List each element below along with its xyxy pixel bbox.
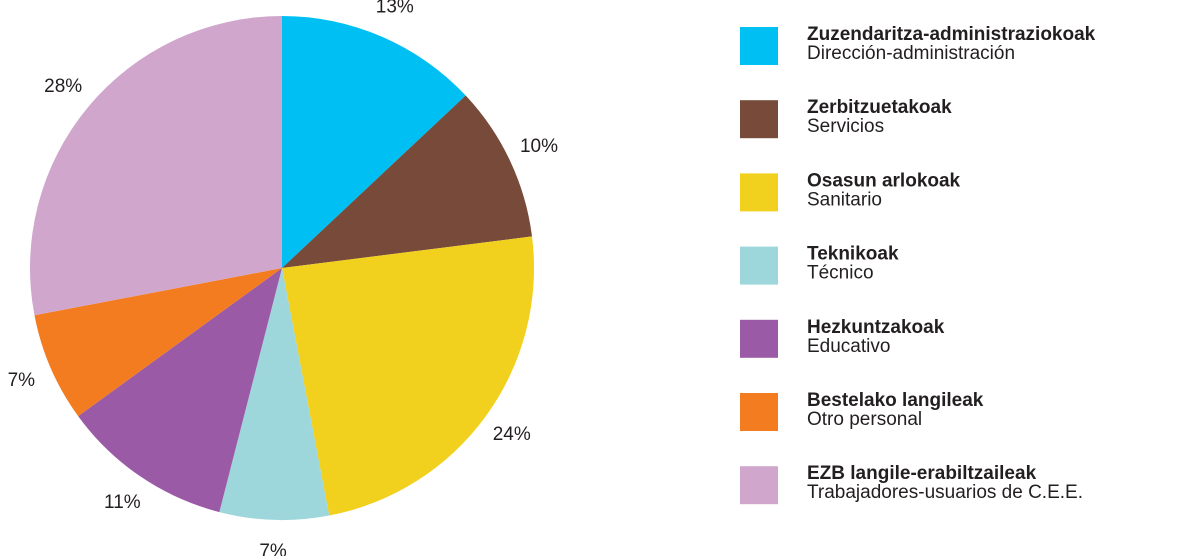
slice-label: 11%	[104, 492, 141, 513]
pie-slice	[29, 16, 283, 316]
pie-slice	[282, 95, 533, 268]
legend-swatch	[740, 393, 778, 431]
pie-slice	[282, 236, 534, 516]
slice-label: 7%	[259, 541, 287, 556]
legend-sublabel: Servicios	[807, 116, 884, 137]
legend-label: Osasun arlokoak	[807, 170, 961, 191]
legend-label: Zuzendaritza-administraziokoak	[807, 24, 1096, 45]
legend-sublabel: Educativo	[807, 336, 890, 357]
pie-slice	[219, 268, 330, 521]
slice-label: 24%	[493, 424, 531, 445]
legend-sublabel: Dirección-administración	[807, 43, 1015, 64]
legend-label: EZB langile-erabiltzaileak	[807, 463, 1037, 484]
legend-swatch	[740, 100, 778, 139]
slice-label: 13%	[376, 0, 414, 17]
legend-sublabel: Sanitario	[807, 189, 882, 210]
legend-sublabel: Trabajadores-usuarios de C.E.E.	[807, 482, 1083, 503]
legend-sublabel: Otro personal	[807, 409, 922, 430]
legend-label: Teknikoak	[807, 244, 899, 265]
pie-slice	[78, 268, 282, 513]
legend-swatch	[740, 173, 778, 212]
legend-swatch	[740, 246, 778, 285]
legend-swatch	[740, 466, 778, 505]
legend-label: Bestelako langileak	[807, 390, 984, 411]
legend-label: Zerbitzuetakoak	[807, 97, 952, 118]
slice-label: 28%	[44, 76, 82, 97]
legend-label: Hezkuntzakoak	[807, 317, 945, 338]
pie-slice	[282, 16, 466, 268]
legend-sublabel: Técnico	[807, 263, 874, 284]
legend-swatch	[740, 319, 778, 358]
slice-label: 10%	[520, 136, 558, 157]
slice-label: 7%	[8, 370, 36, 391]
legend-swatch	[740, 27, 778, 65]
pie-slice	[34, 268, 283, 417]
